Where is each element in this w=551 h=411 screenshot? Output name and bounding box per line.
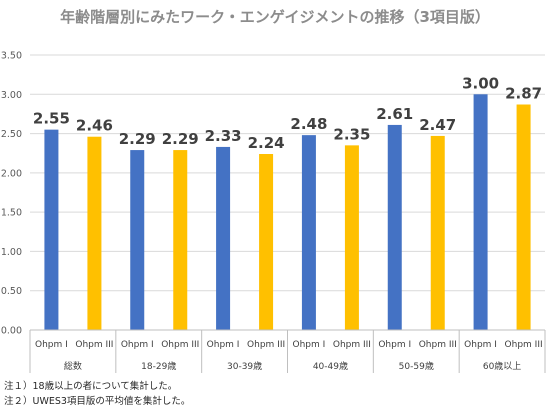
x-series-label: Ohpm I [464,340,497,350]
x-group-label: 60歳以上 [483,360,521,372]
data-label: 2.48 [290,115,327,133]
x-series-label: Ohpm III [247,340,285,350]
data-label: 2.55 [33,110,70,128]
y-tick-label: 0.50 [1,286,22,297]
bars: 2.55 2.29 2.33 2.48 2.61 3.00 2.46 2.29 2.24 2.35… [33,74,542,331]
bar [216,146,231,330]
bar [430,135,445,330]
data-label: 2.35 [333,125,370,143]
x-series-label: Ohpm I [121,340,154,350]
x-series-label: Ohpm III [161,340,199,350]
bar [344,145,359,330]
chart-title: 年齢階層別にみたワーク・エンゲイジメントの推移（3項目版） [60,8,490,26]
x-series-label: Ohpm I [293,340,326,350]
bar [301,135,316,330]
x-series-label: Ohpm III [505,340,543,350]
x-series-label: Ohpm I [35,340,68,350]
data-label: 2.47 [419,116,456,134]
footnote-1: 注１）18歳以上の者について集計した。 [4,381,178,392]
y-tick-label: 1.00 [1,247,22,258]
bar [87,136,102,330]
bar [259,154,274,330]
bar [473,94,488,331]
x-group-label: 18-29歳 [141,360,176,372]
data-label: 2.46 [76,117,113,135]
y-tick-label: 2.50 [1,129,22,140]
bar [130,150,145,330]
x-group-label: 総数 [64,360,82,372]
x-group-label: 50-59歳 [399,360,434,372]
footnote-2: 注２）UWES3項目版の平均値を集計した。 [4,396,191,407]
y-tick-label: 3.00 [1,90,22,101]
gridlines [30,54,545,331]
x-group-label: 30-39歳 [227,360,262,372]
data-label: 2.61 [376,105,413,123]
x-series-label: Ohpm I [378,340,411,350]
x-series-label: Ohpm I [207,340,240,350]
x-series-label: Ohpm III [333,340,371,350]
data-label: 2.87 [505,85,542,103]
x-series-label: Ohpm III [75,340,113,350]
data-label: 3.00 [462,74,499,92]
data-label: 2.33 [205,127,242,145]
x-axis: Ohpm I Ohpm III 総数 Ohpm I Ohpm III 18-29歳 Ohpm… [29,329,546,373]
y-tick-label: 1.50 [1,208,22,219]
y-tick-label: 3.50 [1,51,22,62]
bar [516,104,531,330]
x-group-label: 40-49歳 [313,360,348,372]
data-label: 2.24 [248,134,285,152]
data-label: 2.29 [119,130,156,148]
x-series-label: Ohpm III [419,340,457,350]
bar [387,124,402,330]
bar [44,129,59,330]
bar [173,150,188,330]
y-axis: 0.00 0.50 1.00 1.50 2.00 2.50 3.00 3.50 [1,51,22,337]
y-tick-label: 0.00 [1,326,22,337]
data-label: 2.29 [162,130,199,148]
y-tick-label: 2.00 [1,168,22,179]
